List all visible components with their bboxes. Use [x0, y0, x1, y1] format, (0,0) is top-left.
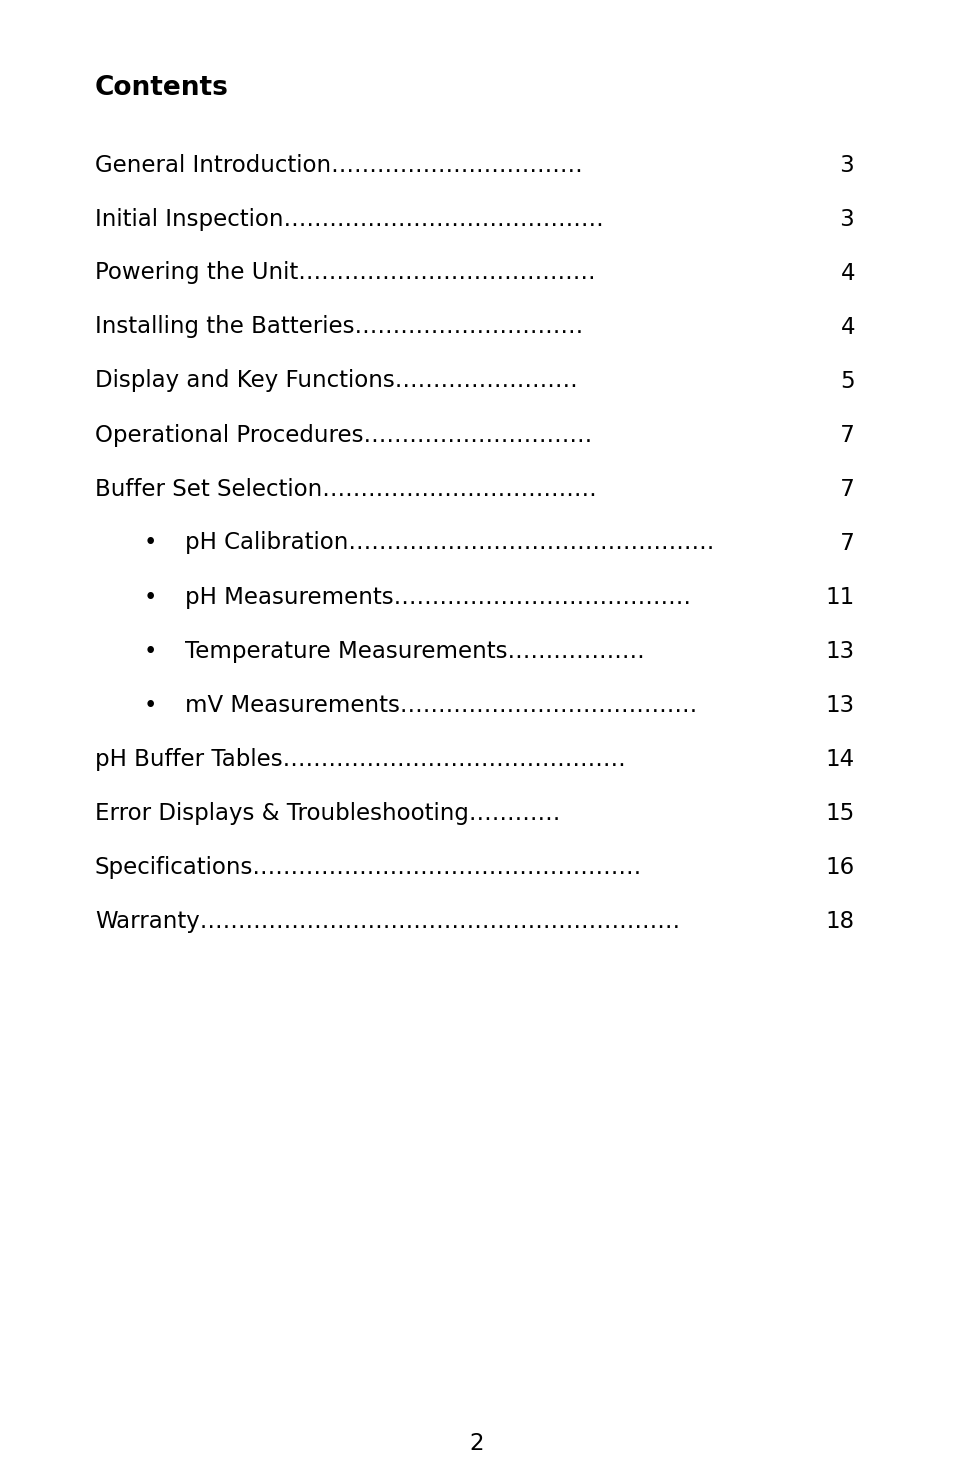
Text: •: •	[143, 640, 156, 662]
Text: 5: 5	[840, 370, 854, 392]
Text: 13: 13	[825, 640, 854, 662]
Text: 2: 2	[469, 1432, 484, 1454]
Text: 3: 3	[832, 208, 854, 230]
Text: 13: 13	[825, 693, 854, 717]
Text: Powering the Unit…………………………………: Powering the Unit…………………………………	[95, 261, 595, 285]
Text: 14: 14	[825, 748, 854, 770]
Text: 7: 7	[832, 478, 854, 500]
Text: pH Calibration…………………………………………: pH Calibration…………………………………………	[185, 531, 714, 555]
Text: 7: 7	[832, 423, 854, 447]
Text: 16: 16	[825, 855, 854, 879]
Text: Initial Inspection……………………………………: Initial Inspection……………………………………	[95, 208, 603, 230]
Text: Buffer Set Selection………………………………: Buffer Set Selection………………………………	[95, 478, 597, 500]
Text: •: •	[143, 586, 156, 609]
Text: •: •	[143, 531, 156, 555]
Text: 3: 3	[832, 153, 854, 177]
Text: pH Buffer Tables………………………………………: pH Buffer Tables………………………………………	[95, 748, 625, 770]
Text: •: •	[143, 693, 156, 717]
Text: 18: 18	[825, 910, 854, 932]
Text: Operational Procedures…………………………: Operational Procedures…………………………	[95, 423, 592, 447]
Text: Display and Key Functions……………………: Display and Key Functions……………………	[95, 370, 578, 392]
Text: 7: 7	[832, 531, 854, 555]
Text: 15: 15	[825, 801, 854, 825]
Text: Installing the Batteries…………………………: Installing the Batteries…………………………	[95, 316, 582, 338]
Text: pH Measurements…………………………………: pH Measurements…………………………………	[185, 586, 690, 609]
Text: 11: 11	[825, 586, 854, 609]
Text: General Introduction……………………………: General Introduction……………………………	[95, 153, 582, 177]
Text: Error Displays & Troubleshooting…………: Error Displays & Troubleshooting…………	[95, 801, 559, 825]
Text: Contents: Contents	[95, 75, 229, 100]
Text: 4: 4	[840, 316, 854, 338]
Text: Warranty………………………………………………………: Warranty………………………………………………………	[95, 910, 679, 932]
Text: Temperature Measurements………………: Temperature Measurements………………	[185, 640, 644, 662]
Text: Specifications……………………………………………: Specifications……………………………………………	[95, 855, 641, 879]
Text: 4: 4	[840, 261, 854, 285]
Text: mV Measurements…………………………………: mV Measurements…………………………………	[185, 693, 697, 717]
